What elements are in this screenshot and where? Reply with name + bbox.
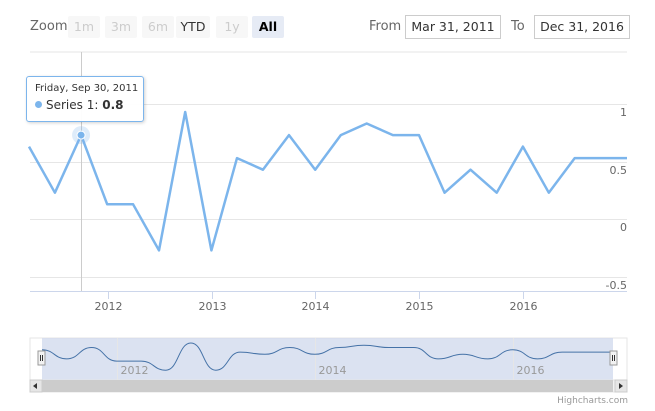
navigator-x-label: 2016 <box>517 364 545 377</box>
scroll-left-button[interactable] <box>29 379 43 393</box>
tooltip-row: Series 1: 0.8 <box>35 98 123 112</box>
zoom-6m-button[interactable]: 6m <box>142 16 174 38</box>
y-tick-label: -0.5 <box>606 279 627 292</box>
x-axis: 2012 2013 2014 2015 2016 <box>95 291 538 313</box>
navigator-series-line <box>41 342 612 371</box>
hovered-point-marker[interactable] <box>76 130 86 140</box>
x-tick-label: 2014 <box>302 300 330 313</box>
navigator-x-label: 2012 <box>121 364 149 377</box>
x-tick-label: 2015 <box>406 300 434 313</box>
scrollbar-thumb[interactable] <box>42 380 613 392</box>
zoom-3m-button[interactable]: 3m <box>105 16 137 38</box>
scrollbar[interactable] <box>29 379 628 393</box>
to-date-input[interactable]: Dec 31, 2016 <box>534 15 630 39</box>
series-marker-icon <box>35 101 42 108</box>
zoom-1m-button[interactable]: 1m <box>68 16 100 38</box>
series-layer <box>27 110 627 252</box>
series-line <box>27 110 627 252</box>
navigator-selected-range[interactable] <box>42 338 613 380</box>
navigator-x-label: 2014 <box>319 364 347 377</box>
zoom-1y-button[interactable]: 1y <box>216 16 248 38</box>
range-selector: Zoom 1m 3m 6m YTD 1y All From Mar 31, 20… <box>0 0 655 50</box>
navigator-grid <box>117 338 514 380</box>
x-tick-label: 2013 <box>199 300 227 313</box>
zoom-all-button[interactable]: All <box>252 16 284 38</box>
y-tick-label: 0.5 <box>610 164 628 177</box>
x-tick-label: 2012 <box>95 300 123 313</box>
navigator[interactable]: 2012 2014 2016 <box>29 337 628 381</box>
grid-lines <box>30 51 627 292</box>
from-date-input[interactable]: Mar 31, 2011 <box>405 15 501 39</box>
y-tick-label: 0 <box>620 221 627 234</box>
tooltip-series-name: Series 1 <box>46 98 95 112</box>
tooltip-value: 0.8 <box>102 98 124 112</box>
from-label: From <box>369 19 402 34</box>
navigator-x-labels: 2012 2014 2016 <box>121 364 545 377</box>
y-tick-label: 1 <box>620 106 627 119</box>
tooltip: Friday, Sep 30, 2011 Series 1: 0.8 <box>26 76 144 122</box>
zoom-label: Zoom <box>30 19 68 34</box>
y-axis: 1 0.5 0 -0.5 <box>606 106 627 292</box>
zoom-ytd-button[interactable]: YTD <box>176 16 210 38</box>
credits-link[interactable]: Highcharts.com <box>557 396 628 406</box>
navigator-left-handle[interactable] <box>37 350 46 366</box>
navigator-right-handle[interactable] <box>609 350 618 366</box>
scroll-right-button[interactable] <box>614 379 628 393</box>
tooltip-date: Friday, Sep 30, 2011 <box>35 83 139 94</box>
to-label: To <box>511 19 525 34</box>
x-tick-label: 2016 <box>510 300 538 313</box>
